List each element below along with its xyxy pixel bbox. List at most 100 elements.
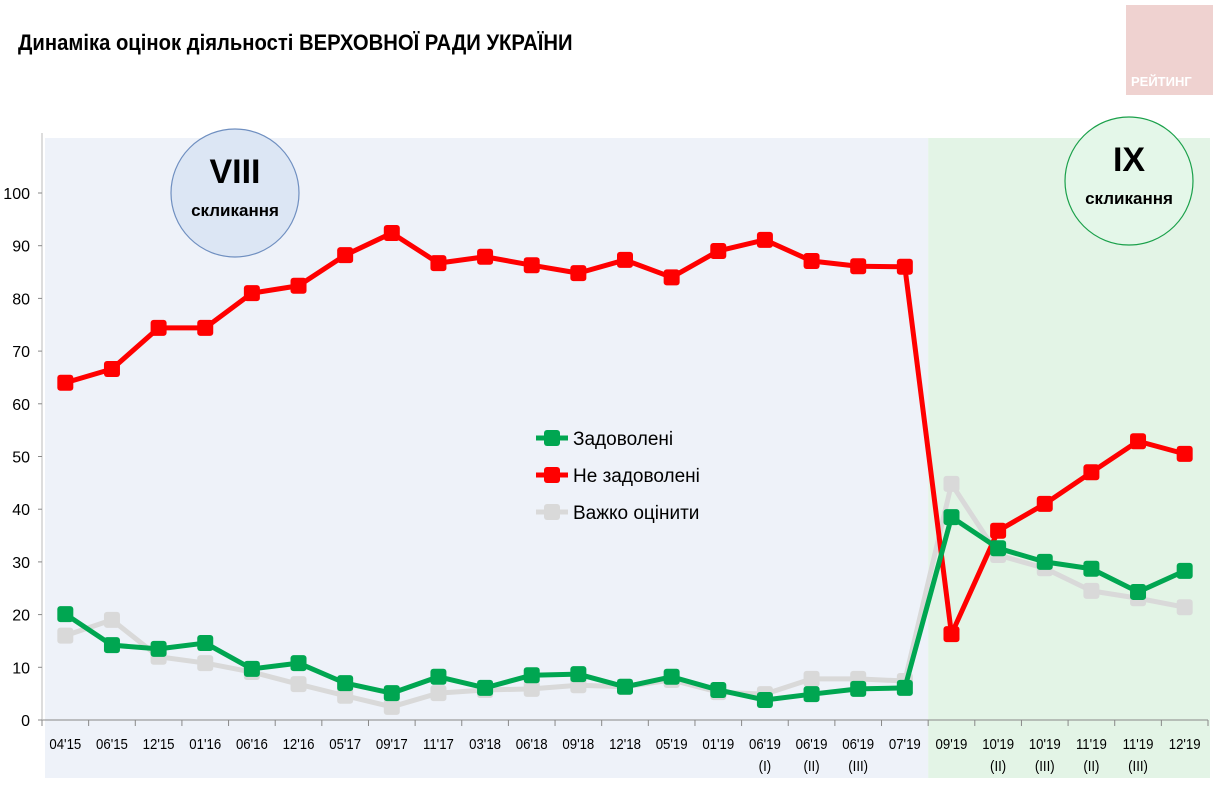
y-tick-label: 100 (3, 186, 30, 203)
y-tick-label: 60 (12, 397, 30, 414)
data-point (1176, 599, 1193, 616)
data-point (1036, 553, 1053, 570)
x-tick-label: 03'18 (469, 735, 501, 752)
x-tick-label: (II) (990, 757, 1006, 774)
data-point (943, 475, 960, 492)
y-tick-label: 0 (21, 713, 30, 730)
data-point (383, 225, 400, 242)
data-point (990, 540, 1007, 557)
period-circle (1064, 116, 1194, 246)
x-tick-label: 01'16 (189, 735, 221, 752)
x-tick-label: 06'15 (96, 735, 128, 752)
x-tick-label: (II) (1083, 757, 1099, 774)
data-point (477, 248, 494, 265)
x-tick-label: 09'18 (562, 735, 594, 752)
data-point (943, 509, 960, 526)
data-point (850, 680, 867, 697)
data-point (896, 258, 913, 275)
x-tick-label: 10'19 (1029, 735, 1061, 752)
data-point (1083, 464, 1100, 481)
data-point (850, 258, 867, 275)
x-tick-label: 06'19 (749, 735, 781, 752)
data-point (896, 679, 913, 696)
data-point (1130, 583, 1147, 600)
data-point (1083, 582, 1100, 599)
x-tick-label: 12'18 (609, 735, 641, 752)
x-tick-label: 12'19 (1169, 735, 1201, 752)
x-tick-label: 09'17 (376, 735, 408, 752)
x-tick-label: 12'15 (143, 735, 175, 752)
y-tick-label: 50 (12, 450, 30, 467)
x-tick-label: 06'16 (236, 735, 268, 752)
data-point (150, 319, 167, 336)
data-point (57, 374, 74, 391)
data-point (1036, 495, 1053, 512)
data-point (290, 655, 307, 672)
data-point (990, 522, 1007, 539)
legend-label: Важко оцінити (573, 503, 699, 524)
x-tick-label: (III) (1035, 757, 1055, 774)
data-point (617, 678, 633, 695)
x-tick-label: 06'19 (796, 735, 828, 752)
data-point (383, 685, 400, 702)
x-tick-label: 11'17 (423, 735, 454, 752)
y-tick-label: 90 (12, 239, 30, 256)
legend-label: Задоволені (573, 429, 673, 450)
rating-logo: РЕЙТИНГ (1126, 5, 1213, 95)
data-point (1130, 433, 1147, 450)
x-tick-label: (I) (759, 757, 771, 774)
x-tick-label: 12'16 (283, 735, 315, 752)
data-point (243, 285, 260, 302)
data-point (663, 668, 680, 685)
data-point (523, 680, 540, 697)
data-point (477, 679, 494, 696)
x-tick-label: 10'19 (982, 735, 1014, 752)
data-point (197, 319, 214, 336)
period-roman: VIII (209, 153, 260, 191)
data-point (570, 265, 587, 282)
legend-marker (544, 504, 560, 520)
data-point (570, 666, 587, 683)
x-tick-label: 06'18 (516, 735, 548, 752)
data-point (430, 685, 447, 702)
period-background-ix (928, 138, 1210, 778)
x-tick-label: 11'19 (1123, 735, 1154, 752)
x-tick-label: 07'19 (889, 735, 921, 752)
y-tick-label: 30 (12, 555, 30, 572)
y-tick-label: 10 (12, 660, 30, 677)
data-point (337, 687, 354, 704)
data-point (197, 655, 214, 672)
data-point (1083, 560, 1100, 577)
x-tick-label: (II) (804, 757, 820, 774)
legend-label: Не задоволені (573, 466, 700, 487)
y-tick-label: 80 (12, 291, 30, 308)
period-roman: IX (1113, 141, 1145, 179)
x-tick-label: (III) (1128, 757, 1148, 774)
data-point (103, 361, 120, 378)
x-tick-label: 11'19 (1076, 735, 1107, 752)
data-point (290, 676, 307, 693)
data-point (103, 611, 120, 628)
data-point (103, 637, 120, 654)
data-point (337, 675, 354, 692)
x-tick-label: 09'19 (936, 735, 968, 752)
data-point (803, 686, 820, 703)
data-point (803, 252, 820, 269)
data-point (57, 627, 74, 644)
data-point (337, 247, 354, 264)
data-point (943, 626, 960, 643)
data-point (430, 255, 447, 272)
data-point (243, 660, 260, 677)
x-tick-label: 05'17 (329, 735, 361, 752)
data-point (1176, 445, 1193, 462)
y-tick-label: 20 (12, 608, 30, 625)
data-point (290, 277, 307, 294)
data-point (803, 670, 820, 687)
legend-marker (544, 467, 560, 483)
chart-title: Динаміка оцінок діяльності ВЕРХОВНОЇ РАД… (18, 30, 573, 55)
y-tick-label: 40 (12, 502, 30, 519)
data-point (617, 251, 633, 268)
data-point (523, 667, 540, 684)
period-circle (170, 128, 300, 258)
